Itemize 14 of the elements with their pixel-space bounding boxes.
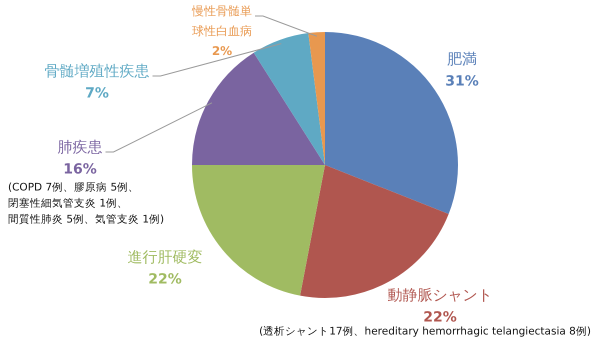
text: (COPD 7例、膠原病 5例、閉塞性細気管支炎 1例、間質性肺炎 5例、気管支炎 1例) [8,180,164,226]
slice-label: 肺疾患 [58,138,102,156]
data-label: 22% [423,310,457,326]
slice-label: 肥満 [447,50,477,68]
data-label: 16% [63,162,97,178]
slice-label: 進行肝硬変 [128,248,202,266]
slice-label: 骨髄増殖性疾患 [44,62,150,80]
slice-label: 動静脈シャント [388,286,492,304]
data-label: 31% [445,74,479,90]
data-label: 7% [85,86,109,102]
data-label: 2% [212,44,232,58]
text: (透析シャント17例、hereditary hemorrhagic telangiectasia 8例) [259,324,591,338]
data-label: 22% [148,272,182,288]
slice-label: 慢性骨髄単球性白血病 [191,4,252,38]
